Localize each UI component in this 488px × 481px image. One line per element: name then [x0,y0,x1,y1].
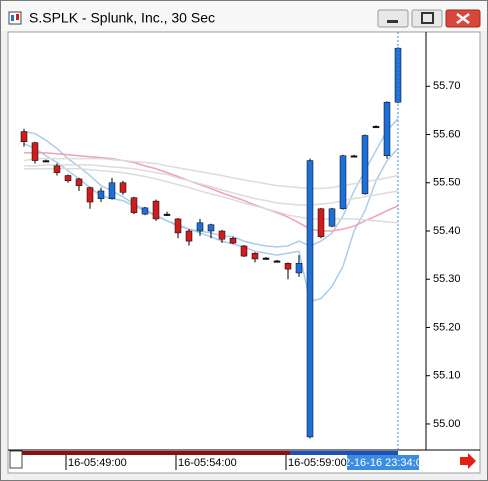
candle-body [64,175,72,182]
maximize-button[interactable] [411,9,443,28]
candle-body [174,218,182,234]
cursor-label-box [347,455,419,470]
candle-body [295,263,303,274]
candle-body [317,208,325,238]
app-icon [8,11,22,25]
candle-body [372,126,380,129]
x-tick-label: 16-05:59:00 [288,457,347,469]
y-tick-label: 55.40 [433,225,461,237]
x-tick-label: 16-05:49:00 [68,457,127,469]
candle-body [42,160,50,163]
candle-body [383,101,391,156]
moving-average-line [23,157,399,190]
close-button[interactable] [445,9,481,28]
candle-body [273,260,281,263]
candle-body [196,222,204,232]
candle-body [328,208,336,227]
timeline-bar [22,451,290,455]
candle-body [163,213,171,216]
candle-body [86,187,94,203]
y-tick-label: 55.50 [433,177,461,189]
candle-body [306,160,314,438]
candle-body [108,182,116,199]
y-tick-label: 55.10 [433,370,461,382]
timeline-bar [290,451,398,455]
candle-body [207,224,215,232]
candle-body [284,263,292,270]
candle-body [229,237,237,244]
cursor-label: 12-16-16 23:34:00 [338,457,428,469]
candle-body [339,155,347,210]
candle-body [262,257,270,260]
window-title: S.SPLK - Splunk, Inc., 30 Sec [29,10,215,26]
scroll-right-arrow[interactable] [460,453,476,469]
x-tick-label: 16-05:54:00 [178,457,237,469]
moving-average-line [24,168,399,224]
candle-body [350,155,358,158]
moving-average-line [24,164,399,206]
candle-body [240,245,248,257]
scroll-handle[interactable] [9,450,23,469]
candle-body [251,252,259,260]
candle-body [119,182,127,193]
y-tick-label: 55.20 [433,321,461,333]
candle-body [218,230,226,240]
candle-body [130,197,138,213]
candle-body [152,200,160,220]
y-tick-label: 55.00 [433,418,461,430]
y-tick-label: 55.60 [433,128,461,140]
candle-body [141,207,149,215]
candle-body [361,135,369,195]
candle-body [20,131,28,142]
candle-body [75,178,83,186]
candle-body [31,142,39,161]
minimize-button[interactable] [377,9,409,28]
candle-body [53,165,61,173]
candle-body [97,190,105,199]
candle-body [185,230,193,242]
y-tick-label: 55.70 [433,80,461,92]
moving-average-line [24,152,399,232]
y-tick-label: 55.30 [433,273,461,285]
